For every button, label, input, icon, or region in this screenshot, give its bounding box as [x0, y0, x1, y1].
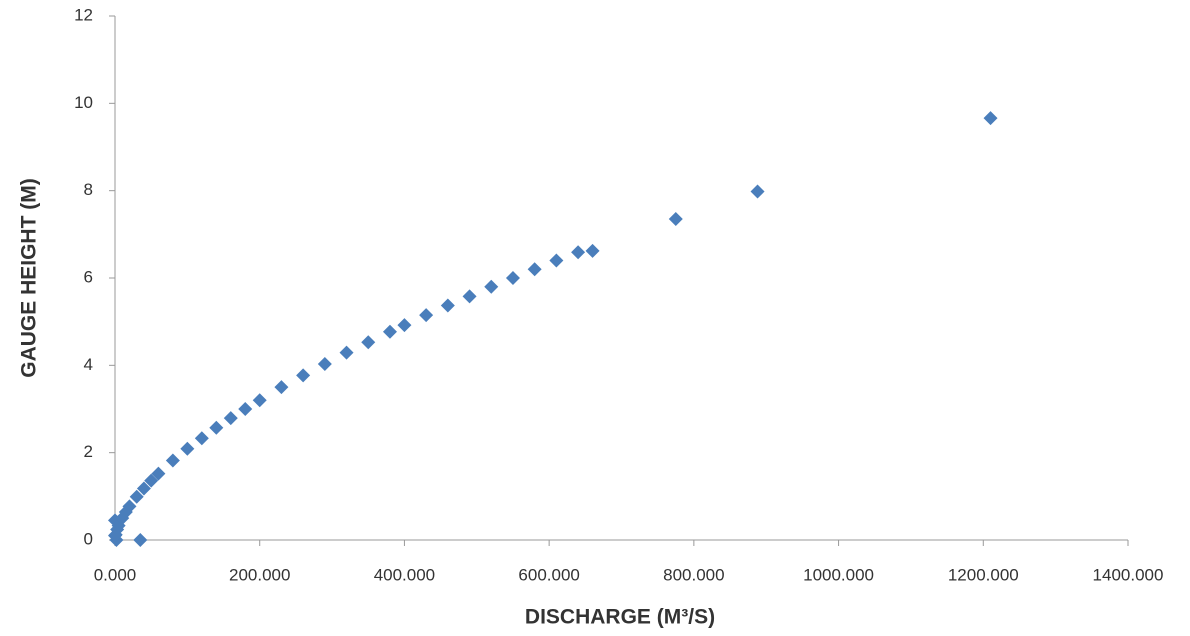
y-tick-label: 2	[84, 442, 93, 461]
point	[549, 253, 564, 268]
y-tick-label: 6	[84, 267, 93, 286]
y-tick-label: 8	[84, 180, 93, 199]
point	[505, 271, 520, 285]
point	[484, 279, 499, 294]
y-tick-label: 4	[84, 355, 93, 374]
point	[397, 318, 412, 333]
x-tick-label: 800.000	[663, 565, 724, 584]
point	[983, 111, 998, 126]
x-tick-label: 400.000	[374, 565, 435, 584]
point	[361, 335, 376, 350]
y-tick-label: 0	[84, 529, 93, 548]
y-axis-title: GAUGE HEIGHT (M)	[18, 178, 41, 378]
point	[339, 345, 354, 360]
point	[571, 245, 586, 260]
point	[180, 441, 195, 456]
x-tick-label: 600.000	[518, 565, 579, 584]
x-tick-label: 1400.000	[1093, 565, 1164, 584]
point	[165, 453, 180, 468]
point	[129, 489, 144, 504]
x-tick-label: 1200.000	[948, 565, 1019, 584]
y-tick-label: 10	[74, 93, 93, 112]
x-tick-label: 1000.000	[803, 565, 874, 584]
y-tick-label: 12	[74, 5, 93, 24]
point	[238, 402, 253, 416]
point	[252, 393, 267, 408]
point	[274, 380, 289, 395]
point	[419, 308, 434, 323]
point	[585, 243, 600, 258]
point	[122, 499, 137, 514]
point	[209, 420, 224, 435]
point	[296, 368, 311, 383]
point	[144, 473, 159, 488]
x-axis-title: DISCHARGE (M³/S)	[525, 606, 715, 629]
point	[118, 505, 133, 520]
point	[194, 431, 209, 446]
point	[527, 262, 542, 277]
point	[133, 533, 148, 547]
point	[750, 184, 765, 199]
point	[136, 481, 151, 496]
x-tick-label: 0.000	[94, 565, 137, 584]
point	[223, 411, 238, 426]
point	[382, 324, 397, 339]
x-tick-label: 200.000	[229, 565, 290, 584]
point	[317, 357, 332, 372]
point	[462, 289, 477, 304]
point	[440, 298, 455, 313]
point	[151, 466, 166, 481]
point	[668, 212, 683, 227]
